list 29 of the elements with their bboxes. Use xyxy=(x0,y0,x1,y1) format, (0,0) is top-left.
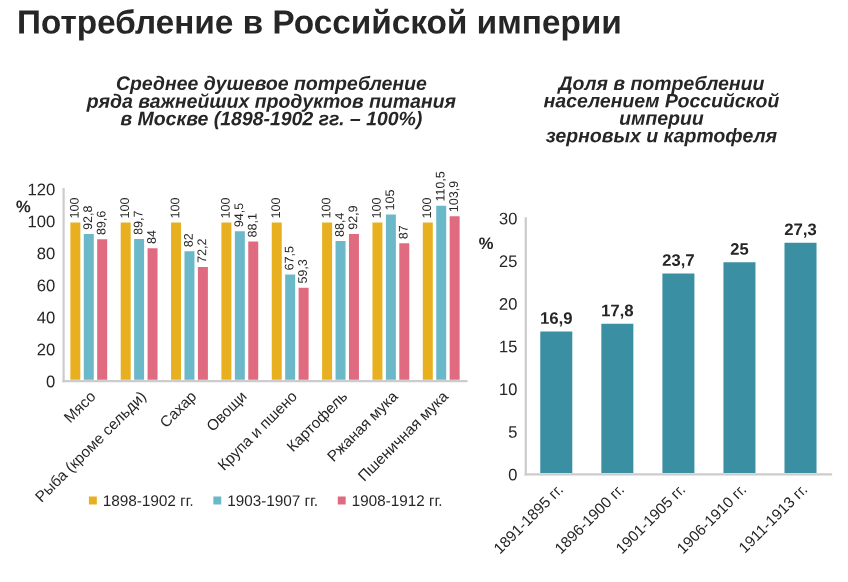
y-tick-label: 10 xyxy=(500,383,517,396)
y-tick-label: 15 xyxy=(500,340,517,353)
y-tick-label: 30 xyxy=(499,212,517,225)
chart-title: Доля в потреблении населением Российской империи зерновых и картофеля xyxy=(543,75,779,147)
bar xyxy=(720,259,759,475)
bar xyxy=(781,239,820,475)
y-axis-title: % xyxy=(479,237,494,250)
y-tick-label: 0 xyxy=(508,468,517,481)
y-tick-label: 100 xyxy=(28,215,55,228)
chart-title: Среднее душевое потребление ряда важнейших продуктов питания в Москве (1898-1902 гг. – 100%) xyxy=(86,75,456,130)
y-tick-label: 80 xyxy=(37,247,55,260)
y-axis-title: % xyxy=(16,200,31,213)
y-tick-label: 25 xyxy=(499,255,517,268)
y-tick-label: 20 xyxy=(499,298,517,310)
bar xyxy=(537,328,576,475)
data-label: 16,9 xyxy=(541,312,572,327)
data-label: 17,8 xyxy=(602,304,634,319)
bar xyxy=(598,321,637,475)
bar xyxy=(659,270,698,475)
data-label: 25 xyxy=(730,243,749,255)
y-tick-label: 40 xyxy=(37,311,55,324)
y-tick-label: 5 xyxy=(508,426,517,438)
y-tick-label: 20 xyxy=(37,343,55,356)
y-tick-label: 120 xyxy=(28,183,55,196)
y-tick-label: 60 xyxy=(37,279,55,292)
data-label: 23,7 xyxy=(662,254,694,269)
y-tick-label: 0 xyxy=(46,375,55,388)
text: Потребление в Российской империи xyxy=(19,8,620,41)
data-label: 27,3 xyxy=(784,223,817,238)
